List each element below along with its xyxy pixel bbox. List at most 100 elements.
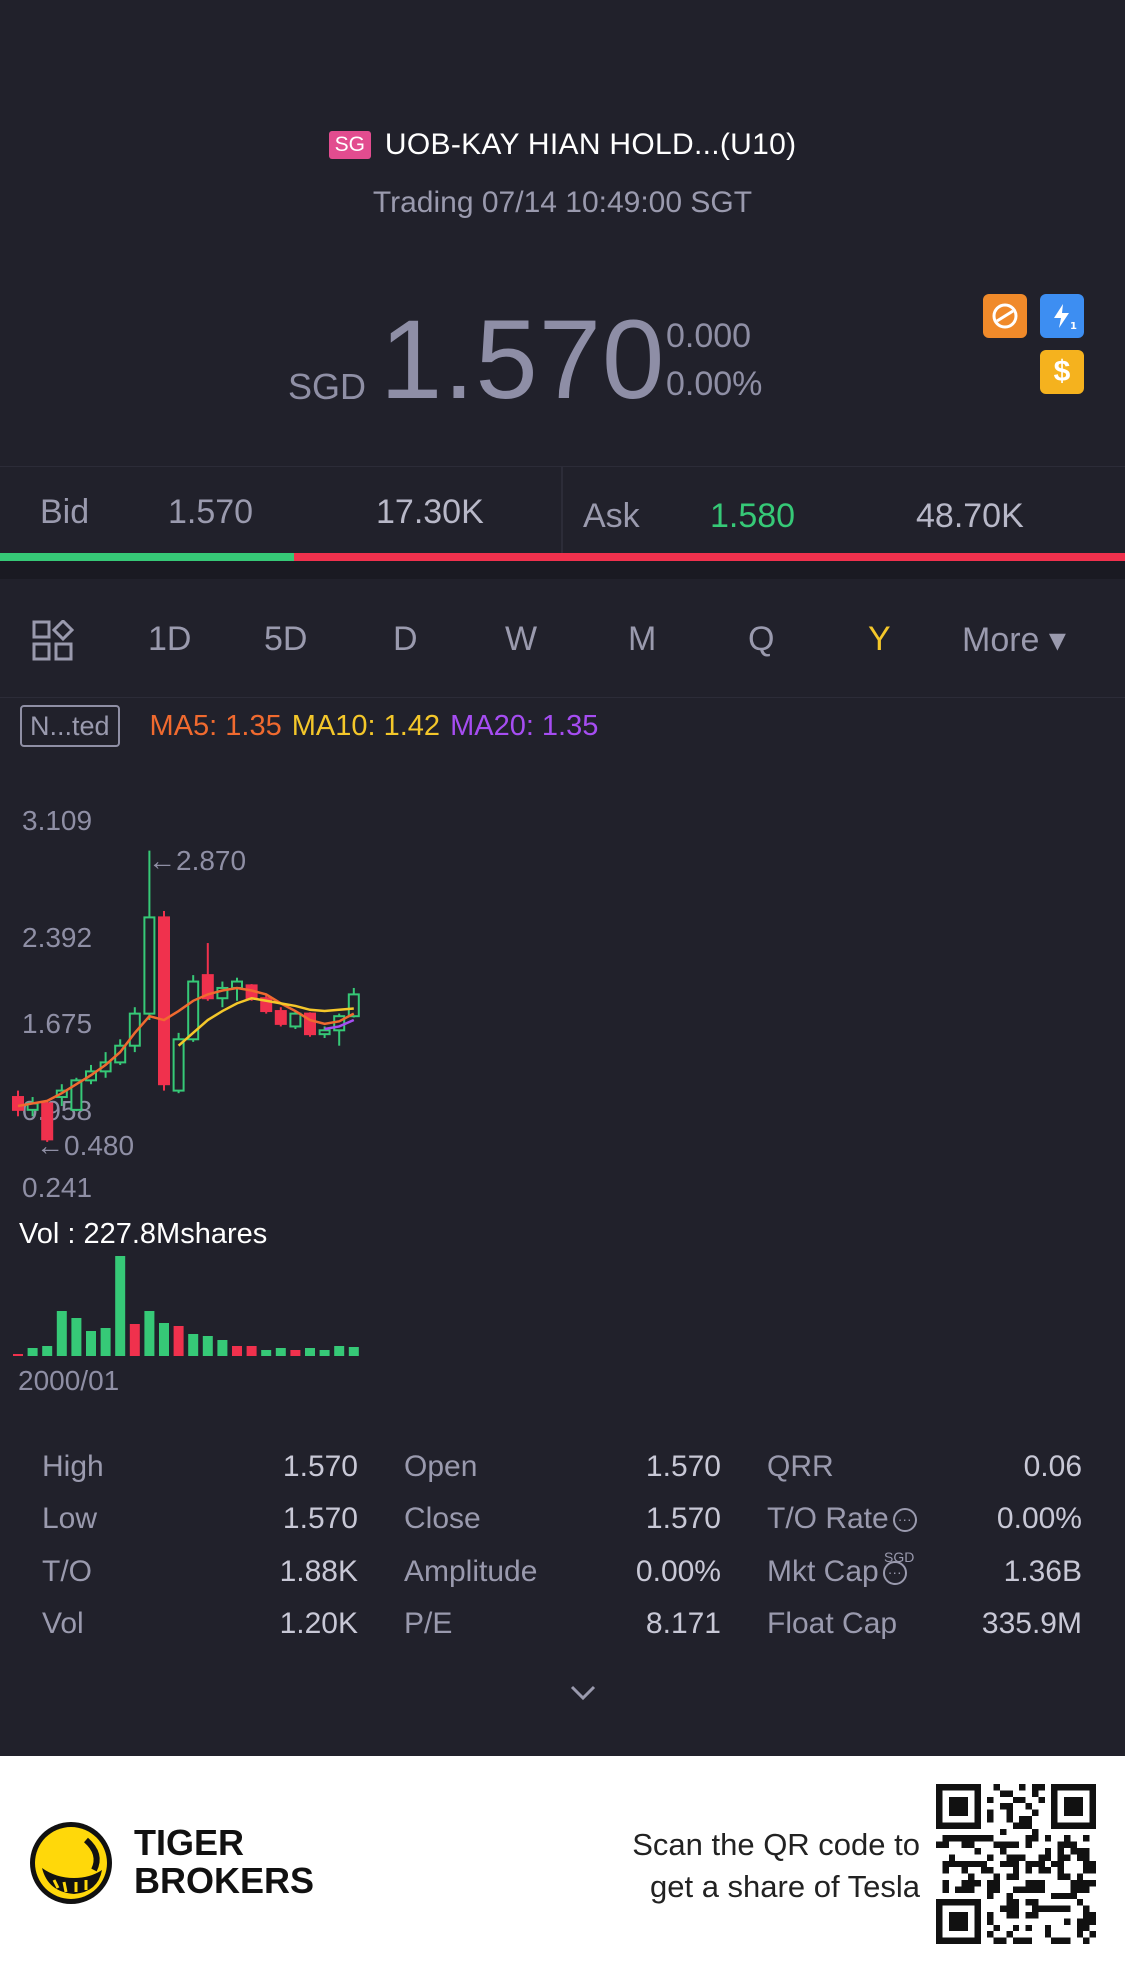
bid-price: 1.570 [168,493,254,531]
ma20-label: MA20: 1.35 [450,709,599,742]
brand-name: TIGER BROKERS [134,1824,314,1900]
layout-grid-icon[interactable] [32,620,74,662]
last-price: 1.570 [380,297,666,422]
volume-bar [334,1346,345,1356]
tab-d[interactable]: D [393,620,418,658]
candle [114,1044,127,1064]
trading-status: Trading 07/14 10:49:00 SGT [372,186,753,219]
scan-line-1: Scan the QR code to [632,1827,920,1862]
stat-value: 1.36B [1003,1555,1082,1588]
volume-bar [217,1340,228,1356]
stat-value: 1.20K [279,1607,358,1640]
tab-more[interactable]: More ▾ [962,621,1066,659]
price-change: 0.000 [666,317,752,355]
qr-code-icon[interactable] [936,1784,1096,1944]
volume-bar [261,1350,272,1356]
volume-bar [246,1346,257,1356]
candle [201,974,214,1000]
bid-ask-divider [561,467,563,557]
ask-size: 48.70K [916,497,1024,535]
stat-label: T/O Rate ··· [767,1502,917,1536]
candle [70,1079,83,1111]
stat-label: High [42,1450,104,1483]
candle [41,1102,54,1141]
candle [260,997,273,1013]
stat-label: Mkt Cap ··· [767,1555,907,1589]
stat-value: 8.171 [645,1607,721,1640]
stat-label: Low [42,1502,98,1535]
bid-label: Bid [40,493,90,531]
ma10-label: MA10: 1.42 [291,709,441,742]
info-dots-icon[interactable]: ··· [882,1561,907,1586]
ask-depth-bar [294,553,1125,561]
low-marker-value: 0.480 [64,1130,134,1161]
tiger-logo-icon [30,1822,112,1904]
volume-bar [173,1326,184,1356]
volume-bar [56,1311,67,1356]
dollar-icon[interactable]: $ [1040,350,1084,394]
tab-1d[interactable]: 1D [148,620,192,658]
tab-5d[interactable]: 5D [264,620,308,658]
high-marker-value: 2.870 [176,845,246,876]
candle [274,1010,287,1025]
candle [128,1012,141,1047]
volume-bar [275,1348,286,1356]
indicator-legend: N...ted MA5: 1.35 MA10: 1.42 MA20: 1.35 [20,704,598,748]
tab-w[interactable]: W [505,620,538,658]
market-badge: SG [328,131,371,159]
bid-ask-bar: Bid 1.570 17.30K Ask 1.580 48.70K [0,466,1125,560]
adjustment-button[interactable]: N...ted [20,705,120,747]
stat-value: 335.9M [981,1607,1082,1640]
candle [172,1038,185,1092]
candle [289,1012,302,1028]
volume-bar [348,1347,359,1356]
candle [12,1096,24,1111]
options-icon[interactable] [983,294,1027,338]
candle [158,916,170,1086]
stat-label: Amplitude [404,1555,538,1588]
tab-m[interactable]: M [628,620,657,658]
ma10-line [177,996,354,1047]
ma-values: MA5: 1.35 MA10: 1.42 MA20: 1.35 [150,710,599,743]
stat-label: Float Cap [767,1607,898,1640]
chevron-down-icon[interactable] [568,1683,598,1703]
mkt-cap-currency-tag: SGD [884,1549,915,1565]
x-start-label: 2000/01 [18,1365,119,1396]
title-row: SG UOB-KAY HIAN HOLD...(U10) [0,128,1125,162]
volume-bar [115,1256,126,1356]
volume-bar [86,1331,96,1356]
high-marker: ←2.870 [148,845,246,876]
quote-header: SG UOB-KAY HIAN HOLD...(U10) Trading 07/… [0,0,1125,466]
tab-y[interactable]: Y [868,620,891,658]
volume-bar [13,1354,23,1356]
y-tick-1: 3.109 [22,805,92,836]
brand-line-2: BROKERS [134,1860,315,1901]
bid-size: 17.30K [376,493,484,531]
stock-name[interactable]: UOB-KAY HIAN HOLD...(U10) [384,128,797,161]
ask-label: Ask [583,497,640,535]
stat-value: 0.00% [635,1555,721,1588]
ask-price: 1.580 [710,497,796,535]
ma20-line [324,1018,355,1031]
lightning-level1-icon[interactable]: 1 [1040,294,1084,338]
volume-bar [319,1350,330,1356]
price-change-percent: 0.00% [666,365,763,403]
change-block: 0.000 0.00% [666,312,762,408]
stat-value: 1.570 [645,1502,721,1535]
ma5-label: MA5: 1.35 [149,709,282,742]
volume-label: Vol : 227.8Mshares [19,1218,267,1250]
volume-bar [188,1334,199,1356]
stat-label: P/E [404,1607,453,1640]
candlestick-chart[interactable]: 3.109 2.392 1.675 0.958 0.241 ←2.870 ←0.… [0,760,1125,1420]
y-tick-5: 0.241 [22,1172,92,1203]
stat-label: QRR [767,1450,834,1483]
period-tabs: 1D 5D D W M Q Y More ▾ [0,580,1125,698]
scan-line-2: get a share of Tesla [650,1869,920,1904]
stat-value: 1.570 [282,1450,358,1483]
tab-q[interactable]: Q [748,620,775,658]
candle [143,916,156,1015]
volume-bar [305,1348,315,1356]
volume-bar [100,1328,111,1356]
info-dots-icon[interactable]: ··· [892,1508,917,1533]
candle [347,993,360,1018]
